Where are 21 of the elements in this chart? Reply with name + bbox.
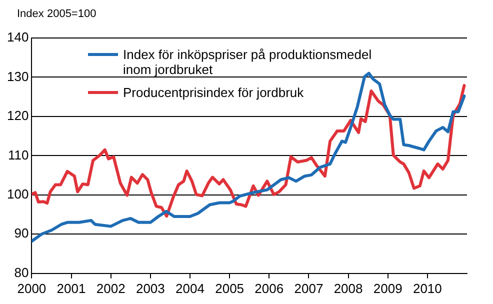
x-tick-label: 2001 [56, 280, 86, 296]
x-tick-label: 2000 [17, 280, 46, 296]
y-tick-label: 90 [14, 226, 29, 241]
y-tick-label: 130 [6, 68, 29, 84]
y-tick-label: 100 [6, 186, 29, 202]
x-tick-label: 2010 [412, 280, 442, 296]
x-tick-label: 2005 [215, 280, 244, 296]
x-tick-label: 2002 [96, 280, 126, 296]
legend-label: Index för inköpspriser på produktionsmedel inom jordbruket [123, 47, 373, 77]
y-tick-label: 80 [14, 264, 29, 280]
x-tick-label: 2004 [176, 280, 204, 296]
x-tick-label: 2006 [254, 280, 284, 296]
y-tick-label: 120 [6, 108, 29, 124]
legend-label: Producentprisindex för jordbruk [123, 85, 304, 100]
x-tick-label: 2008 [334, 280, 363, 296]
x-tick-label: 2009 [373, 280, 402, 296]
x-tick-label: 2007 [294, 280, 324, 296]
y-axis-title: Index 2005=100 [17, 8, 96, 20]
y-tick-label: 110 [8, 147, 29, 162]
x-tick-label: 2003 [136, 280, 165, 296]
y-tick-label: 140 [6, 30, 29, 45]
